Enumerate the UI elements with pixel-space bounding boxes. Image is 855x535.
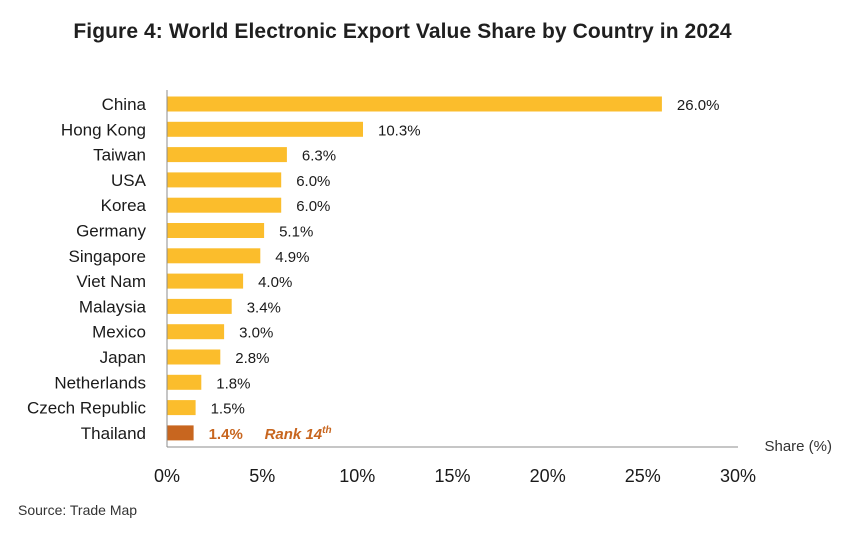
category-label-china: China (102, 95, 147, 114)
category-label-japan: Japan (100, 348, 146, 367)
x-tick-label: 25% (625, 466, 661, 486)
bar-viet-nam (167, 273, 244, 289)
rank-annotation: Rank 14th (265, 425, 332, 443)
bar-korea (167, 197, 282, 213)
bar-thailand (167, 425, 194, 441)
value-label-thailand: 1.4% (209, 426, 243, 443)
category-label-thailand: Thailand (81, 424, 146, 443)
bar-czech-republic (167, 400, 196, 416)
category-label-korea: Korea (101, 196, 147, 215)
x-tick-label: 15% (434, 466, 470, 486)
category-label-netherlands: Netherlands (54, 373, 146, 392)
bar-malaysia (167, 298, 232, 314)
bar-netherlands (167, 374, 202, 390)
bar-china (167, 96, 662, 112)
x-tick-label: 30% (720, 466, 756, 486)
value-label-japan: 2.8% (235, 350, 269, 367)
bar-chart: China Hong Kong Taiwan USA Korea Germany Singa… (27, 90, 832, 486)
value-label-china: 26.0% (677, 97, 720, 114)
value-label-czech-republic: 1.5% (211, 401, 245, 418)
value-label-singapore: 4.9% (275, 249, 309, 266)
value-label-netherlands: 1.8% (216, 375, 250, 392)
bar-usa (167, 172, 282, 188)
source-note: Source: Trade Map (18, 502, 138, 518)
bar-taiwan (167, 147, 287, 163)
value-labels: 26.0% 10.3% 6.3% 6.0% 6.0% 5.1% 4.9% 4.0% 3.4% 3.… (209, 97, 720, 443)
bar-hong-kong (167, 121, 363, 137)
x-tick-label: 5% (249, 466, 275, 486)
value-label-viet-nam: 4.0% (258, 274, 292, 291)
category-labels: China Hong Kong Taiwan USA Korea Germany Singa… (27, 95, 147, 443)
category-label-germany: Germany (76, 222, 146, 241)
bar-singapore (167, 248, 261, 264)
x-tick-label: 0% (154, 466, 180, 486)
category-label-viet-nam: Viet Nam (76, 272, 146, 291)
value-label-usa: 6.0% (296, 173, 330, 190)
value-label-malaysia: 3.4% (247, 299, 281, 316)
bar-mexico (167, 324, 225, 340)
axes: Share (%) (166, 90, 832, 455)
value-label-mexico: 3.0% (239, 325, 273, 342)
value-label-germany: 5.1% (279, 224, 313, 241)
category-label-usa: USA (111, 171, 147, 190)
bars-layer (167, 96, 662, 441)
value-label-taiwan: 6.3% (302, 148, 336, 165)
category-label-malaysia: Malaysia (79, 297, 147, 316)
category-label-hong-kong: Hong Kong (61, 120, 146, 139)
category-label-mexico: Mexico (92, 323, 146, 342)
x-tick-label: 10% (339, 466, 375, 486)
bar-germany (167, 223, 265, 238)
x-tick-label: 20% (530, 466, 566, 486)
value-label-korea: 6.0% (296, 198, 330, 215)
x-axis-label: Share (%) (764, 438, 832, 455)
x-tick-labels: 0% 5% 10% 15% 20% 25% 30% (154, 466, 756, 486)
bar-japan (167, 349, 221, 365)
value-label-hong-kong: 10.3% (378, 122, 421, 139)
category-label-taiwan: Taiwan (93, 146, 146, 165)
category-label-singapore: Singapore (68, 247, 146, 266)
category-label-czech-republic: Czech Republic (27, 399, 147, 418)
chart-title: Figure 4: World Electronic Export Value … (73, 20, 732, 43)
